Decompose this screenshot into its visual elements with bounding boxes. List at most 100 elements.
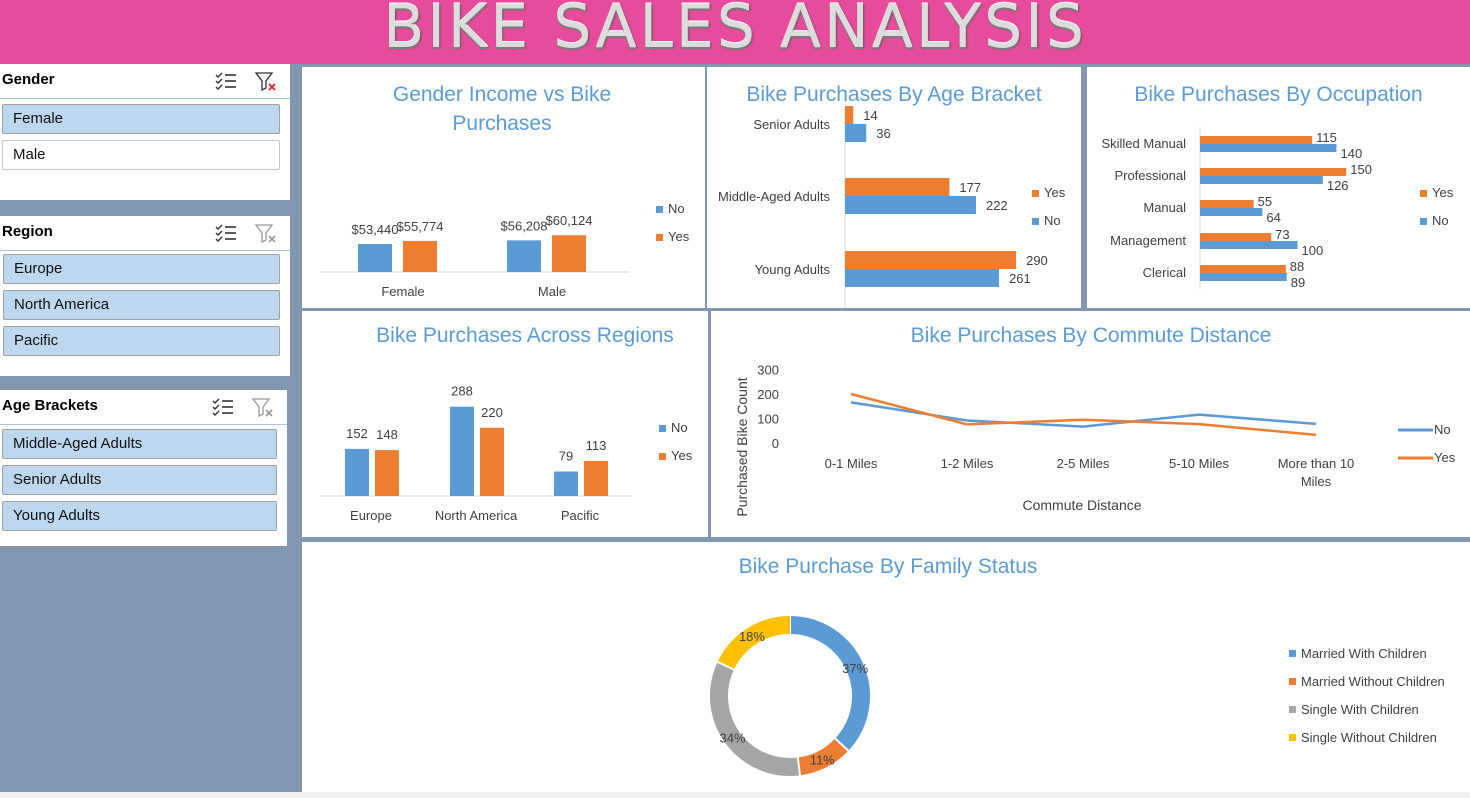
legend-label: No bbox=[1044, 213, 1061, 228]
slicer-item-senior[interactable]: Senior Adults bbox=[2, 465, 277, 495]
data-label: 88 bbox=[1290, 259, 1304, 274]
gender-slicer: Gender Female Male bbox=[0, 64, 290, 200]
clear-filter-icon[interactable] bbox=[254, 222, 278, 244]
commute-panel[interactable]: Bike Purchases By Commute Distance 0 100 2… bbox=[711, 311, 1470, 537]
donut-slice bbox=[789, 616, 870, 751]
dashboard-title: BIKE SALES ANALYSIS bbox=[383, 0, 1087, 62]
bar bbox=[1200, 233, 1272, 241]
slicer-item-female[interactable]: Female bbox=[2, 104, 280, 134]
bar bbox=[1200, 265, 1286, 273]
data-label: 100 bbox=[1302, 243, 1324, 258]
legend-swatch bbox=[656, 206, 663, 213]
data-label: 140 bbox=[1341, 146, 1363, 161]
legend-label: Married With Children bbox=[1301, 646, 1427, 661]
clear-filter-icon[interactable] bbox=[254, 70, 278, 92]
clear-filter-icon[interactable] bbox=[251, 396, 275, 418]
slicer-header: Gender bbox=[0, 64, 290, 99]
bar bbox=[403, 240, 437, 272]
commute-chart: 0 100 200 300 0-1 Miles 1-2 Miles 2-5 Miles 5-1… bbox=[734, 363, 1456, 517]
occupation-panel[interactable]: Bike Purchases By Occupation 115 140 Skill… bbox=[1087, 67, 1470, 308]
family-panel[interactable]: Bike Purchase By Family Status 37% 11% 34%… bbox=[302, 542, 1470, 792]
x-axis-title: Commute Distance bbox=[1022, 497, 1141, 513]
bar bbox=[584, 460, 608, 496]
chart-title: Bike Purchases By Occupation bbox=[1134, 83, 1423, 106]
bar bbox=[1200, 200, 1254, 208]
x-tick-label: Miles bbox=[1301, 474, 1332, 489]
chart-title: Gender Income vs Bike Purchases bbox=[392, 83, 612, 135]
bar bbox=[552, 235, 586, 272]
slicer-item-pacific[interactable]: Pacific bbox=[3, 326, 280, 356]
bar bbox=[1200, 168, 1347, 176]
data-label: 37% bbox=[842, 661, 868, 676]
slicer-item-middle-aged[interactable]: Middle-Aged Adults bbox=[2, 429, 277, 459]
bar bbox=[1200, 208, 1263, 216]
slicer-title: Age Brackets bbox=[2, 397, 98, 414]
data-label: 261 bbox=[1009, 271, 1031, 286]
bar bbox=[845, 106, 854, 124]
category-label: Female bbox=[381, 284, 424, 299]
legend-label: Yes bbox=[668, 229, 690, 244]
multi-select-icon[interactable] bbox=[214, 70, 238, 92]
age-slicer: Age Brackets Middle-Aged Adults Senior A… bbox=[0, 390, 287, 546]
data-label: 11% bbox=[810, 752, 835, 767]
slicer-header: Region bbox=[0, 216, 290, 251]
x-tick-label: More than 10 bbox=[1278, 456, 1355, 471]
age-bracket-panel[interactable]: Bike Purchases By Age Bracket 14 36 Senior… bbox=[707, 67, 1081, 308]
region-slicer: Region Europe North America Pacific bbox=[0, 216, 290, 376]
data-label: 36 bbox=[876, 126, 890, 141]
category-label: Senior Adults bbox=[753, 117, 830, 132]
chart-title: Bike Purchases Across Regions bbox=[376, 324, 674, 347]
category-label: Male bbox=[538, 284, 566, 299]
y-tick-label: 200 bbox=[757, 387, 779, 402]
slicer-item-europe[interactable]: Europe bbox=[3, 254, 280, 284]
legend-swatch bbox=[1289, 734, 1296, 741]
category-label: Manual bbox=[1143, 200, 1186, 215]
bar bbox=[358, 243, 392, 272]
bar bbox=[1200, 136, 1313, 144]
slice-separator bbox=[717, 661, 735, 671]
multi-select-icon[interactable] bbox=[211, 396, 235, 418]
legend-label: Yes bbox=[1432, 185, 1454, 200]
regions-panel[interactable]: Bike Purchases Across Regions 152 148 Euro… bbox=[302, 311, 708, 537]
legend-label: Married Without Children bbox=[1301, 674, 1445, 689]
slicer-item-label: Middle-Aged Adults bbox=[13, 435, 143, 452]
data-label: 220 bbox=[481, 405, 503, 420]
slicer-item-label: Male bbox=[13, 146, 46, 163]
slicer-item-young[interactable]: Young Adults bbox=[2, 501, 277, 531]
data-label: 222 bbox=[986, 198, 1008, 213]
legend-label: No bbox=[668, 201, 685, 216]
slicer-title: Region bbox=[2, 223, 53, 240]
slicer-item-male[interactable]: Male bbox=[2, 140, 280, 170]
slicer-header: Age Brackets bbox=[0, 390, 287, 425]
data-label: 152 bbox=[346, 426, 368, 441]
legend-swatch bbox=[1289, 706, 1296, 713]
bar bbox=[1200, 273, 1287, 281]
bar bbox=[1200, 176, 1323, 184]
data-label: 34% bbox=[720, 731, 746, 746]
legend-swatch bbox=[1420, 218, 1427, 225]
bar bbox=[1200, 241, 1298, 249]
slicer-item-label: Female bbox=[13, 110, 64, 127]
category-label: Young Adults bbox=[755, 262, 831, 277]
legend-swatch bbox=[1289, 678, 1296, 685]
data-label: 148 bbox=[376, 427, 398, 442]
slicer-item-north-america[interactable]: North America bbox=[3, 290, 280, 320]
legend-label: No bbox=[1434, 422, 1451, 437]
y-tick-label: 300 bbox=[757, 363, 779, 378]
multi-select-icon[interactable] bbox=[214, 222, 238, 244]
data-label: 150 bbox=[1350, 162, 1372, 177]
legend-label: No bbox=[671, 420, 688, 435]
gender-income-panel[interactable]: Gender Income vs Bike Purchases $53,440 $… bbox=[302, 67, 705, 308]
data-label: 177 bbox=[959, 180, 981, 195]
y-tick-label: 100 bbox=[757, 412, 779, 427]
legend-label: Yes bbox=[671, 448, 693, 463]
donut-slice bbox=[717, 616, 791, 670]
data-label: 113 bbox=[586, 438, 607, 453]
gender-income-chart: $53,440$55,774 Female $56,208$60,124 Male No… bbox=[320, 201, 690, 299]
bar bbox=[345, 448, 369, 496]
data-label: 14 bbox=[863, 108, 877, 123]
y-tick-label: 0 bbox=[772, 436, 779, 451]
legend-swatch bbox=[659, 425, 666, 432]
category-label: Europe bbox=[350, 508, 392, 523]
data-label: $55,774 bbox=[397, 219, 444, 234]
